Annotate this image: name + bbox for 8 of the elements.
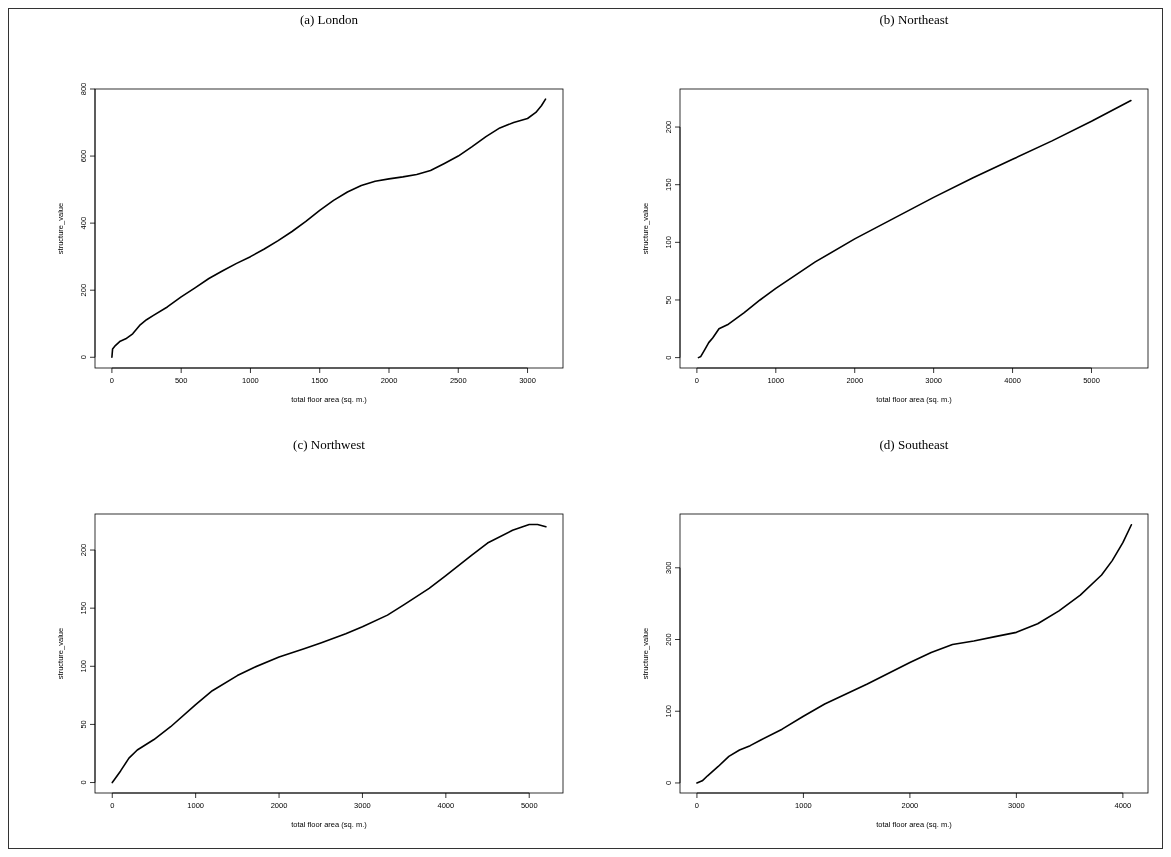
chart-title: (c) Northwest — [293, 437, 366, 452]
line-series — [111, 523, 547, 784]
line-series — [697, 99, 1132, 359]
chart-title: (b) Northeast — [879, 12, 949, 27]
chart-title: (d) Southeast — [879, 437, 949, 452]
line-series — [111, 98, 547, 359]
chart-title: (a) London — [299, 12, 359, 27]
line-series — [696, 523, 1133, 784]
